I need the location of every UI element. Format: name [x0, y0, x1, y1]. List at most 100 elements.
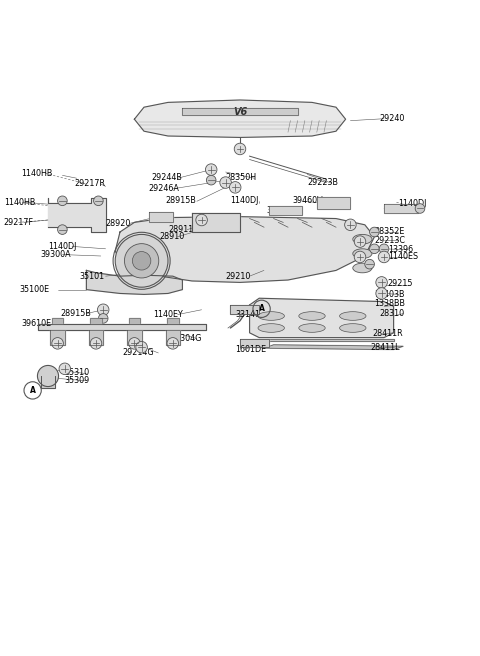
Text: 1140HB: 1140HB	[22, 169, 53, 178]
Text: 29240: 29240	[379, 113, 405, 123]
Circle shape	[115, 234, 168, 287]
Text: 1140EY: 1140EY	[154, 310, 183, 319]
Circle shape	[59, 363, 71, 375]
Circle shape	[378, 251, 390, 262]
Circle shape	[167, 338, 179, 349]
Text: 39610E: 39610E	[22, 319, 52, 328]
Text: 28910: 28910	[160, 232, 185, 241]
Text: 39462A: 39462A	[266, 206, 297, 215]
Polygon shape	[48, 198, 106, 232]
Circle shape	[376, 288, 387, 299]
Text: 29210: 29210	[226, 272, 251, 281]
Text: 28915B: 28915B	[166, 196, 196, 205]
Circle shape	[354, 236, 366, 247]
Text: 29217F: 29217F	[4, 218, 34, 227]
Text: 1140DJ: 1140DJ	[230, 196, 259, 205]
Circle shape	[136, 341, 147, 353]
Polygon shape	[167, 318, 179, 323]
Text: A: A	[30, 386, 36, 395]
Text: 1140HB: 1140HB	[4, 197, 35, 207]
Circle shape	[376, 277, 387, 288]
Circle shape	[98, 314, 108, 323]
Polygon shape	[149, 212, 173, 222]
Circle shape	[365, 259, 374, 269]
Ellipse shape	[299, 312, 325, 320]
Text: 28911A: 28911A	[168, 224, 199, 234]
Text: 35309: 35309	[65, 377, 90, 385]
Circle shape	[220, 177, 231, 188]
Ellipse shape	[340, 312, 366, 320]
Ellipse shape	[299, 323, 325, 333]
Text: 13396: 13396	[388, 245, 413, 255]
Polygon shape	[86, 270, 182, 295]
Text: V6: V6	[233, 106, 247, 117]
Text: 1601DE: 1601DE	[235, 344, 266, 354]
Circle shape	[58, 196, 67, 205]
Text: 35310: 35310	[65, 368, 90, 377]
Text: 29217R: 29217R	[74, 178, 106, 188]
Text: 39460V: 39460V	[293, 196, 324, 205]
Polygon shape	[252, 338, 394, 341]
Ellipse shape	[353, 249, 372, 258]
Ellipse shape	[353, 234, 372, 244]
Polygon shape	[52, 318, 63, 323]
Circle shape	[132, 251, 151, 270]
Text: 29244B: 29244B	[151, 173, 182, 182]
Text: 1140ES: 1140ES	[388, 253, 418, 262]
Circle shape	[379, 244, 389, 254]
Polygon shape	[50, 331, 65, 345]
Text: 33141: 33141	[235, 310, 260, 319]
Text: 28915B: 28915B	[60, 309, 91, 318]
Polygon shape	[269, 205, 302, 215]
Circle shape	[52, 338, 63, 349]
Text: 28411R: 28411R	[372, 329, 403, 338]
Ellipse shape	[258, 312, 284, 320]
Polygon shape	[41, 376, 55, 388]
Circle shape	[196, 215, 207, 226]
Text: 35304G: 35304G	[170, 334, 202, 342]
Text: 28350H: 28350H	[226, 173, 257, 182]
Circle shape	[370, 227, 379, 237]
Polygon shape	[384, 204, 418, 213]
Polygon shape	[166, 331, 180, 345]
Polygon shape	[264, 345, 403, 350]
Text: 28411L: 28411L	[371, 342, 400, 352]
Polygon shape	[240, 338, 269, 347]
Polygon shape	[192, 213, 240, 232]
Polygon shape	[250, 298, 394, 338]
Circle shape	[205, 164, 217, 175]
Polygon shape	[182, 108, 298, 115]
Circle shape	[370, 244, 379, 254]
Ellipse shape	[353, 263, 372, 273]
Text: 11403B: 11403B	[374, 290, 405, 299]
Polygon shape	[115, 216, 374, 282]
Text: 1140DJ: 1140DJ	[398, 199, 427, 208]
Ellipse shape	[340, 323, 366, 333]
Text: 35100E: 35100E	[19, 285, 49, 294]
Polygon shape	[134, 100, 346, 138]
Ellipse shape	[258, 323, 284, 333]
Text: 28920: 28920	[106, 219, 131, 228]
Polygon shape	[230, 305, 259, 314]
Circle shape	[94, 196, 103, 205]
Circle shape	[229, 182, 241, 193]
Text: 29246A: 29246A	[149, 184, 180, 193]
Text: 28310: 28310	[379, 309, 404, 318]
Circle shape	[415, 203, 425, 213]
Polygon shape	[127, 331, 142, 345]
Text: A: A	[259, 304, 264, 314]
Circle shape	[97, 304, 109, 316]
Polygon shape	[129, 318, 140, 323]
Text: 29213C: 29213C	[374, 236, 406, 245]
Circle shape	[234, 143, 246, 155]
Circle shape	[354, 251, 366, 262]
Polygon shape	[90, 318, 102, 323]
Text: 35101: 35101	[79, 272, 104, 281]
Text: 1140DJ: 1140DJ	[48, 242, 76, 251]
Circle shape	[124, 243, 159, 278]
Circle shape	[345, 219, 356, 230]
Circle shape	[90, 338, 102, 349]
Polygon shape	[38, 324, 206, 331]
Polygon shape	[317, 197, 350, 209]
Polygon shape	[89, 331, 103, 345]
